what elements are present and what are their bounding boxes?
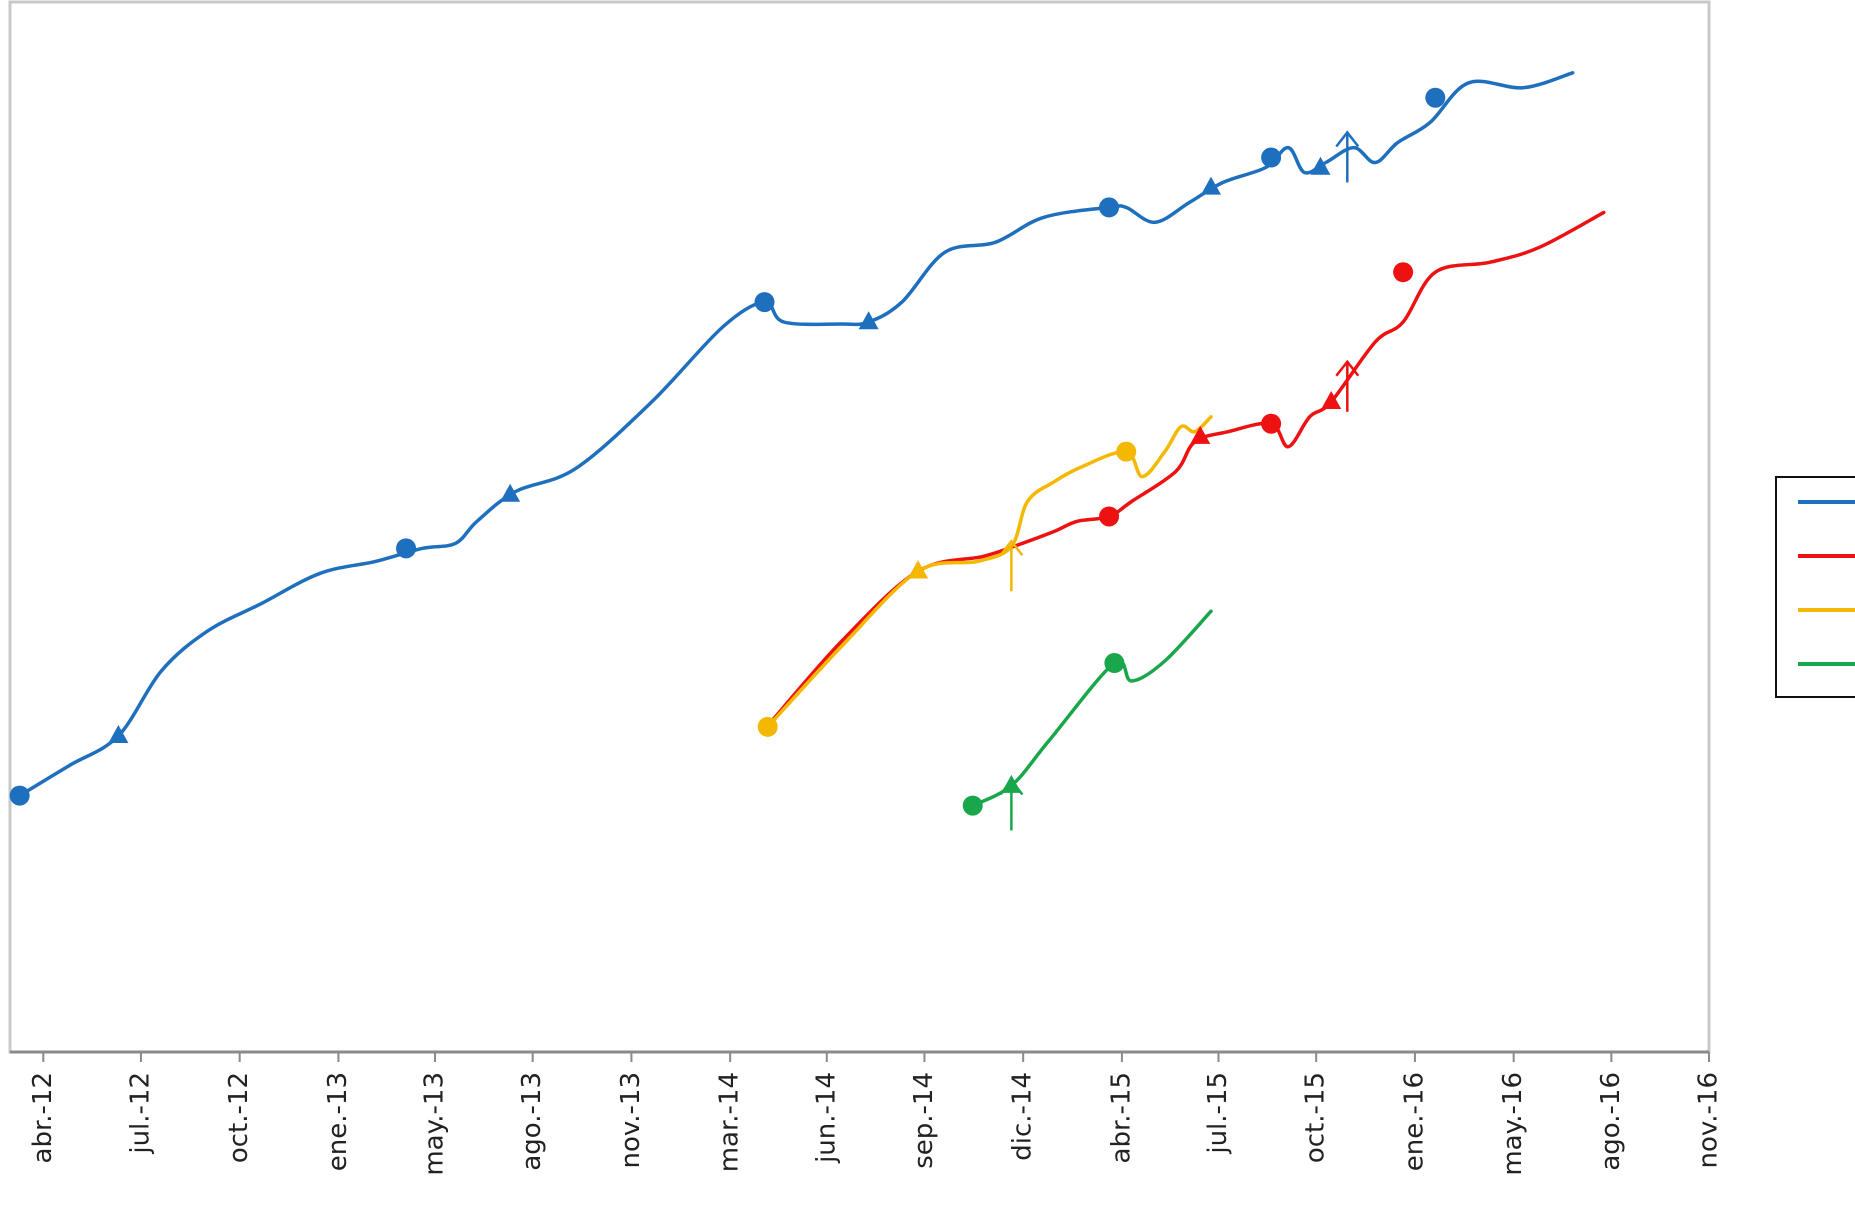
x-tick-label: jul.-15 bbox=[1203, 1072, 1233, 1155]
series-3-circle-marker bbox=[757, 716, 778, 737]
series-2-circle-marker bbox=[1099, 506, 1120, 527]
series-1-circle-marker bbox=[1425, 87, 1446, 108]
plot-area bbox=[8, 0, 1711, 1054]
legend bbox=[1775, 476, 1855, 698]
x-tick-label: may.-16 bbox=[1498, 1072, 1528, 1176]
x-tick-label: ene.-16 bbox=[1399, 1072, 1429, 1171]
series-1-triangle-marker bbox=[1200, 176, 1221, 195]
series-1-triangle-marker bbox=[108, 724, 129, 743]
x-axis: abr.-12 jul.-12 oct.-12 ene.-13 may.-13 ago.-… bbox=[10, 1050, 1724, 1207]
series-1-circle-marker bbox=[754, 292, 775, 313]
legend-box bbox=[1775, 476, 1855, 698]
x-tick-label: nov.-16 bbox=[1694, 1072, 1724, 1168]
x-tick-label: ago.-16 bbox=[1596, 1072, 1626, 1171]
series-4-triangle-marker bbox=[1001, 774, 1022, 793]
series-2-triangle-marker bbox=[1190, 425, 1211, 444]
x-tick-label: jun.-14 bbox=[811, 1072, 841, 1164]
series-3-line bbox=[765, 415, 1213, 729]
x-tick-label: oct.-12 bbox=[224, 1072, 254, 1163]
series-2-arrow-head bbox=[1335, 359, 1360, 377]
series-2-triangle-marker bbox=[1321, 391, 1342, 409]
series-1-arrow-head bbox=[1335, 130, 1360, 148]
x-tick-label: jul.-12 bbox=[125, 1072, 155, 1155]
series-1-triangle-marker bbox=[858, 311, 879, 330]
series-3-circle-marker bbox=[1116, 441, 1137, 462]
x-tick-label: ago.-13 bbox=[517, 1072, 547, 1171]
series-1-line bbox=[17, 71, 1575, 798]
x-tick-label: ene.-13 bbox=[323, 1072, 353, 1171]
series-markers bbox=[9, 87, 1446, 816]
x-tick-label: abr.-12 bbox=[28, 1072, 58, 1163]
series-4-circle-marker bbox=[962, 795, 983, 816]
series-1-triangle-marker bbox=[1310, 156, 1331, 175]
x-tick-label: may.-13 bbox=[420, 1072, 450, 1176]
series-1-circle-marker bbox=[1099, 197, 1120, 218]
series-3-arrow-head bbox=[999, 539, 1024, 557]
plot-frame bbox=[8, 0, 1711, 1054]
x-tick-label: abr.-15 bbox=[1106, 1072, 1136, 1163]
series-1-circle-marker bbox=[396, 538, 417, 559]
series-2-circle-marker bbox=[1261, 413, 1282, 434]
series-1-circle-marker bbox=[9, 785, 30, 806]
x-tick-label: dic.-14 bbox=[1008, 1072, 1038, 1161]
series-1-triangle-marker bbox=[500, 483, 521, 502]
x-tick-label: nov.-13 bbox=[616, 1072, 646, 1168]
series-1-circle-marker bbox=[1261, 147, 1282, 168]
x-tick-label: sep.-14 bbox=[909, 1072, 939, 1169]
x-tick-label: mar.-14 bbox=[715, 1072, 745, 1172]
series-3-triangle-marker bbox=[907, 560, 928, 579]
series-2-circle-marker bbox=[1393, 262, 1414, 283]
x-tick-label: oct.-15 bbox=[1301, 1072, 1331, 1163]
series-4-circle-marker bbox=[1104, 653, 1125, 674]
